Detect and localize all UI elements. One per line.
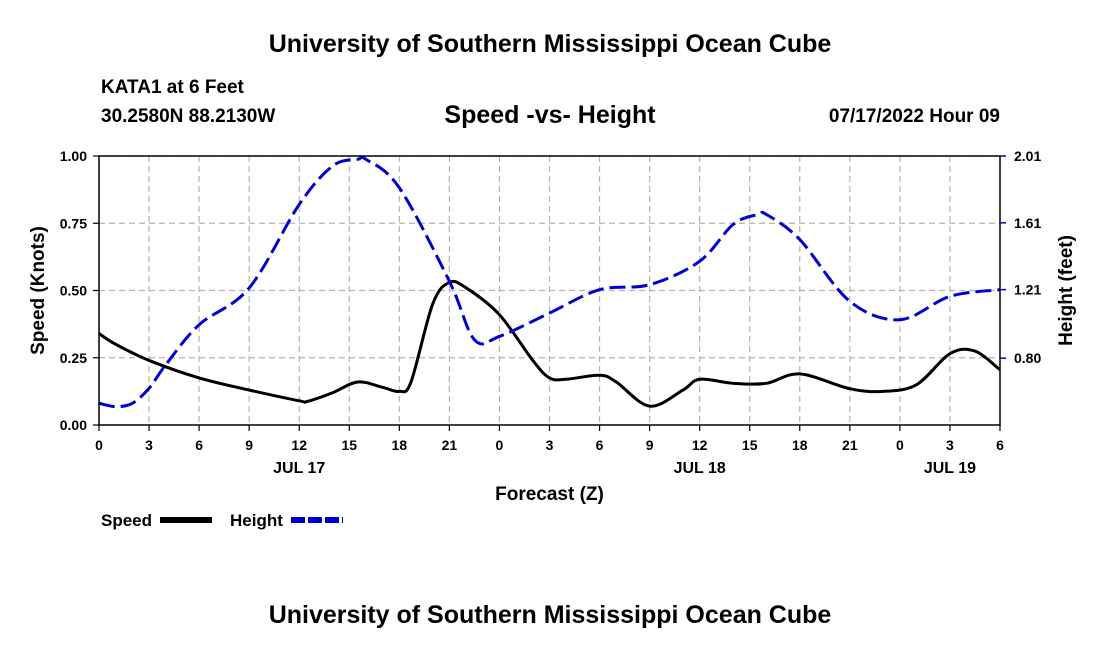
series-line-height xyxy=(98,155,1001,409)
x-tick-label: 12 xyxy=(692,437,708,453)
x-tick-label: 0 xyxy=(496,437,504,453)
x-axis-title: Forecast (Z) xyxy=(495,484,604,505)
y-tick-label: 0.25 xyxy=(60,350,87,366)
footer-title: University of Southern Mississippi Ocean… xyxy=(268,601,832,629)
x-tick-label: 0 xyxy=(95,437,103,453)
series-lines xyxy=(98,155,1001,409)
x-tick-label: 18 xyxy=(792,437,808,453)
legend: Speed Height xyxy=(101,511,343,530)
grid-lines xyxy=(99,155,1000,425)
x-tick-label: 3 xyxy=(546,437,554,453)
x-tick-label: 18 xyxy=(392,437,408,453)
station-label: KATA1 at 6 Feet xyxy=(101,77,244,98)
y-tick-label: 0.50 xyxy=(60,283,87,299)
y-tick-label: 0.00 xyxy=(60,417,87,433)
x-tick-label: 6 xyxy=(195,437,203,453)
x-tick-label: 9 xyxy=(646,437,654,453)
y2-tick-label: 2.01 xyxy=(1014,148,1041,164)
x-tick-label: 21 xyxy=(442,437,458,453)
day-label: JUL 17 xyxy=(273,460,325,477)
x-tick-label: 6 xyxy=(996,437,1004,453)
y-tick-label: 1.00 xyxy=(60,148,87,164)
x-tick-label: 12 xyxy=(291,437,307,453)
y2-tick-label: 1.21 xyxy=(1014,282,1041,298)
x-tick-label: 3 xyxy=(145,437,153,453)
chart-title: Speed -vs- Height xyxy=(444,101,656,129)
y-tick-label: 0.75 xyxy=(60,215,87,231)
axes: 0 3 6 9 12 15 18 21 0 3 6 9 12 15 18 21 0 3 6 0.00 0.25 0.50 0… xyxy=(28,148,1077,505)
day-label: JUL 19 xyxy=(924,460,976,477)
y2-tick-label: 1.61 xyxy=(1014,215,1041,231)
x-tick-label: 15 xyxy=(742,437,758,453)
day-label: JUL 18 xyxy=(674,460,726,477)
x-tick-label: 15 xyxy=(341,437,357,453)
legend-speed-label: Speed xyxy=(101,511,152,530)
series-line-speed xyxy=(98,279,1001,408)
y2-axis-title: Height (feet) xyxy=(1056,235,1077,346)
forecast-datetime: 07/17/2022 Hour 09 xyxy=(828,106,1000,127)
y-axis-title: Speed (Knots) xyxy=(28,226,49,355)
x-tick-label: 21 xyxy=(842,437,858,453)
legend-height-label: Height xyxy=(230,511,283,530)
station-coordinates: 30.2580N 88.2130W xyxy=(101,106,276,127)
x-tick-label: 9 xyxy=(245,437,253,453)
main-title: University of Southern Mississippi Ocean… xyxy=(268,30,832,58)
x-tick-label: 6 xyxy=(596,437,604,453)
x-tick-label: 0 xyxy=(896,437,904,453)
x-tick-label: 3 xyxy=(946,437,954,453)
y2-tick-label: 0.80 xyxy=(1014,350,1041,366)
